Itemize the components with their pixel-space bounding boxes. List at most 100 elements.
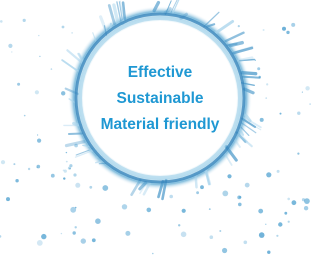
droplet (297, 112, 300, 115)
droplet (245, 183, 250, 188)
droplet (13, 163, 15, 165)
droplet (169, 195, 173, 199)
droplet (122, 204, 127, 209)
droplet (51, 68, 53, 70)
droplet (260, 118, 264, 122)
droplet (196, 191, 199, 194)
droplet (238, 203, 242, 207)
droplet (152, 253, 154, 255)
droplet (222, 248, 227, 253)
droplet (73, 173, 76, 176)
splash-streak (243, 77, 259, 78)
droplet (125, 231, 130, 236)
droplet (81, 238, 86, 243)
droplet (181, 232, 187, 238)
page: Effective Sustainable Material friendly … (0, 0, 318, 260)
splash-streak (69, 134, 82, 135)
droplet (288, 221, 290, 223)
droplet (297, 153, 299, 155)
droplet (304, 206, 308, 210)
droplet (267, 251, 270, 254)
droplet (17, 83, 20, 86)
droplet (6, 197, 10, 201)
droplet (209, 208, 211, 210)
droplet (222, 191, 228, 197)
droplet (302, 92, 303, 93)
droplet (0, 20, 3, 23)
droplet (61, 233, 62, 234)
droplet (277, 170, 280, 173)
splash-streak (196, 174, 197, 188)
droplet (259, 232, 265, 238)
droplet (92, 238, 96, 242)
caption-line: Material friendly (101, 116, 220, 133)
droplet (37, 240, 43, 246)
droplet (309, 103, 310, 104)
droplet (71, 32, 72, 33)
droplet (75, 183, 80, 188)
droplet (280, 113, 282, 115)
droplet (68, 167, 71, 170)
droplet (8, 44, 12, 48)
droplet (239, 196, 241, 198)
droplet (292, 200, 297, 205)
droplet (258, 209, 263, 214)
droplet (75, 226, 77, 228)
droplet (95, 218, 101, 224)
droplet (286, 31, 289, 34)
droplet (265, 224, 266, 225)
droplet (37, 139, 41, 143)
droplet (61, 91, 65, 95)
caption-line: Sustainable (117, 90, 204, 107)
droplet (37, 165, 41, 169)
droplet (147, 208, 152, 213)
droplet (102, 185, 108, 191)
caption-line: Effective (128, 64, 193, 81)
droplet (11, 51, 12, 52)
droplet (291, 23, 295, 27)
droplet (41, 234, 46, 239)
droplet (304, 198, 310, 204)
droplet (1, 160, 5, 164)
droplet (238, 25, 240, 27)
water-ring-image: Effective Sustainable Material friendly (0, 0, 318, 260)
droplet (219, 230, 221, 232)
droplet (263, 29, 265, 31)
droplet (63, 177, 65, 179)
droplet (66, 152, 67, 153)
droplet (28, 168, 30, 170)
droplet (178, 224, 180, 226)
droplet (278, 222, 282, 226)
droplet (64, 170, 67, 173)
splash-streak (228, 44, 237, 45)
droplet (73, 231, 76, 234)
droplet (257, 67, 260, 70)
droplet (305, 86, 309, 90)
droplet (15, 179, 18, 182)
droplet (282, 27, 286, 31)
splash-streak (123, 3, 125, 19)
droplet (182, 209, 186, 213)
droplet (276, 235, 278, 237)
droplet (244, 241, 248, 245)
droplet (62, 26, 65, 29)
droplet (51, 174, 55, 178)
droplet (266, 83, 268, 85)
droplet (23, 19, 26, 22)
droplet (266, 172, 271, 177)
droplet (39, 56, 40, 57)
droplet (210, 235, 214, 239)
splash-streak (242, 73, 256, 74)
droplet (287, 198, 290, 201)
droplet (89, 186, 92, 189)
droplet (227, 174, 231, 178)
droplet (284, 212, 287, 215)
droplet (200, 185, 204, 189)
droplet (75, 207, 77, 209)
droplet (35, 90, 39, 94)
droplet (38, 35, 39, 36)
droplet (24, 115, 26, 117)
droplet (66, 161, 68, 163)
droplet (265, 97, 267, 99)
droplet (37, 134, 38, 135)
